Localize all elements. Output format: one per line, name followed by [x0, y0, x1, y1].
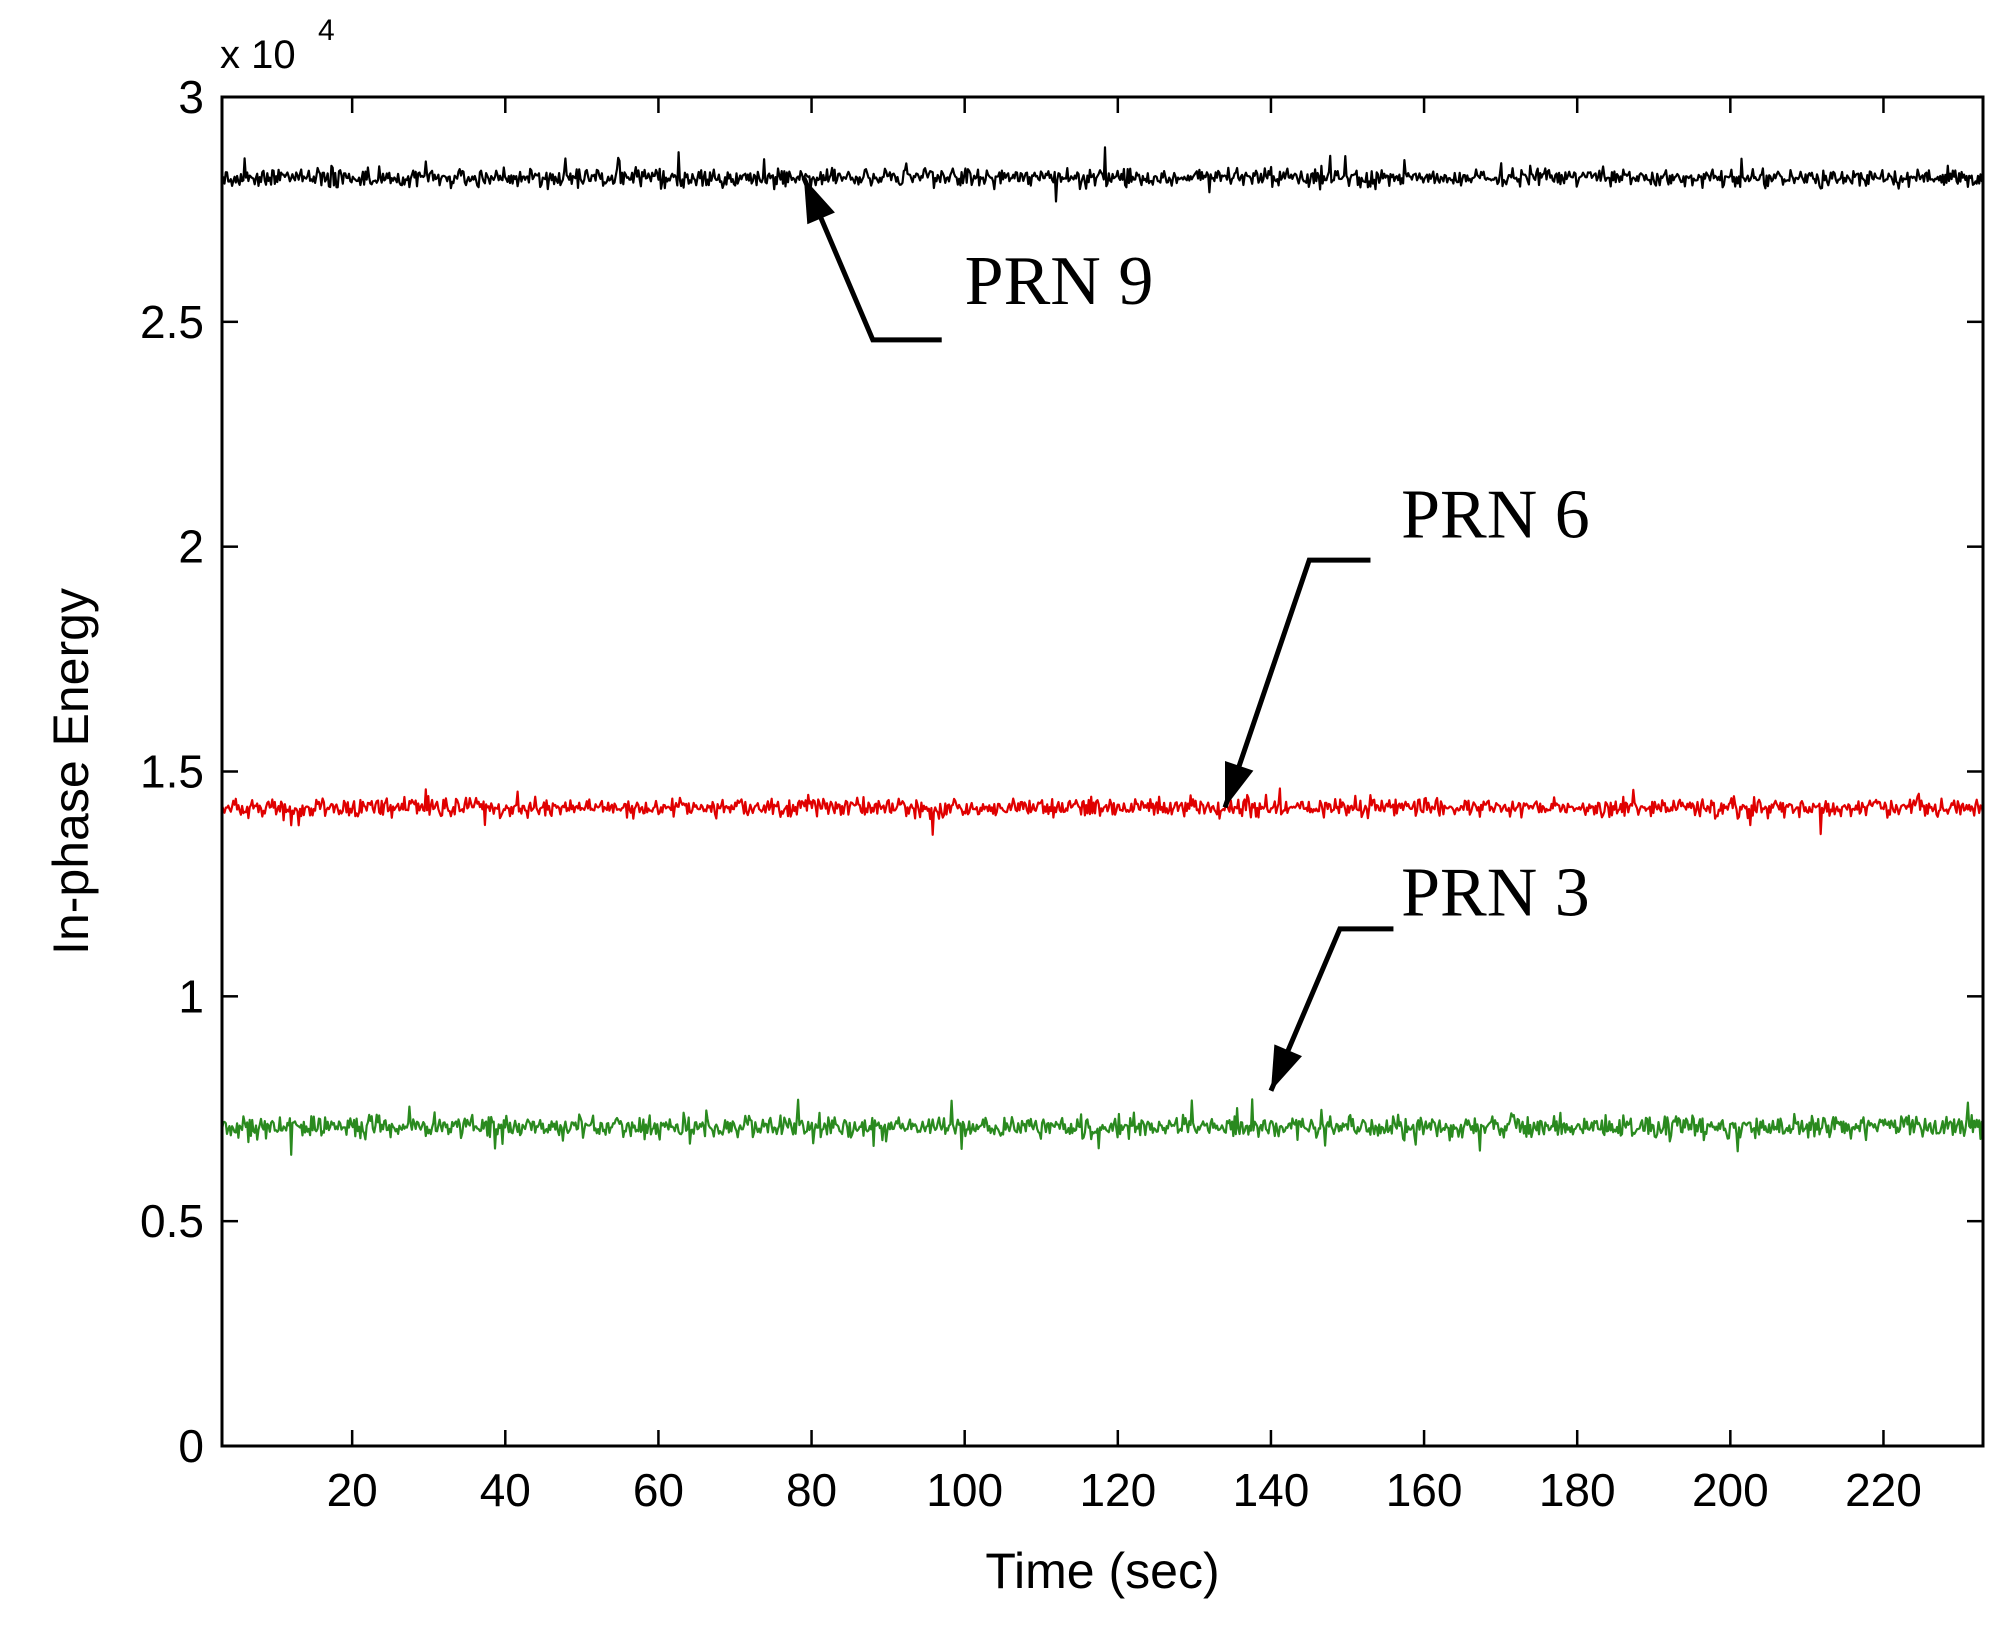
x-tick-label: 180 — [1539, 1464, 1616, 1516]
annotation-label-prn-3: PRN 3 — [1401, 854, 1590, 931]
y-tick-label: 2.5 — [140, 296, 204, 348]
x-tick-label: 140 — [1233, 1464, 1310, 1516]
x-tick-label: 160 — [1386, 1464, 1463, 1516]
y-multiplier-exponent: 4 — [318, 14, 335, 47]
x-axis-title: Time (sec) — [985, 1543, 1219, 1599]
y-tick-label: 0.5 — [140, 1195, 204, 1247]
annotations: PRN 9 PRN 6 PRN 3 — [801, 176, 1590, 1092]
series-line-prn-3 — [220, 1098, 1985, 1156]
x-tick-label: 40 — [480, 1464, 531, 1516]
series-layer — [220, 146, 1985, 1156]
series-line-prn-6 — [220, 787, 1985, 836]
annotation-arrow-prn-6 — [1222, 557, 1371, 809]
x-tick-label: 200 — [1692, 1464, 1769, 1516]
series-line-prn-9 — [220, 146, 1984, 203]
x-tick-label: 100 — [926, 1464, 1003, 1516]
annotation-arrowhead-prn-3 — [1270, 1044, 1302, 1091]
y-axis-title: In-phase Energy — [43, 588, 99, 955]
x-tick-label: 120 — [1079, 1464, 1156, 1516]
y-multiplier: x 10 — [220, 33, 296, 77]
y-tick-label: 1 — [178, 970, 204, 1022]
y-tick-label: 2 — [178, 521, 204, 573]
annotation-arrow-prn-9 — [801, 176, 942, 343]
y-tick-label: 0 — [178, 1420, 204, 1472]
x-tick-label: 20 — [327, 1464, 378, 1516]
x-tick-label: 220 — [1845, 1464, 1922, 1516]
annotation-arrowhead-prn-6 — [1224, 760, 1254, 808]
y-tick-label: 1.5 — [140, 746, 204, 798]
annotation-label-prn-6: PRN 6 — [1401, 477, 1590, 554]
annotation-label-prn-9: PRN 9 — [965, 243, 1154, 320]
y-tick-label: 3 — [178, 71, 204, 123]
annotation-arrowhead-prn-9 — [803, 177, 835, 225]
ticks-layer: 20 40 60 80 100 120 140 160 180 200 220 0 0.5 1 1.5 2 2.… — [140, 71, 1983, 1516]
x-tick-label: 60 — [633, 1464, 684, 1516]
annotation-arrow-prn-3 — [1268, 926, 1394, 1092]
x-tick-label: 80 — [786, 1464, 837, 1516]
